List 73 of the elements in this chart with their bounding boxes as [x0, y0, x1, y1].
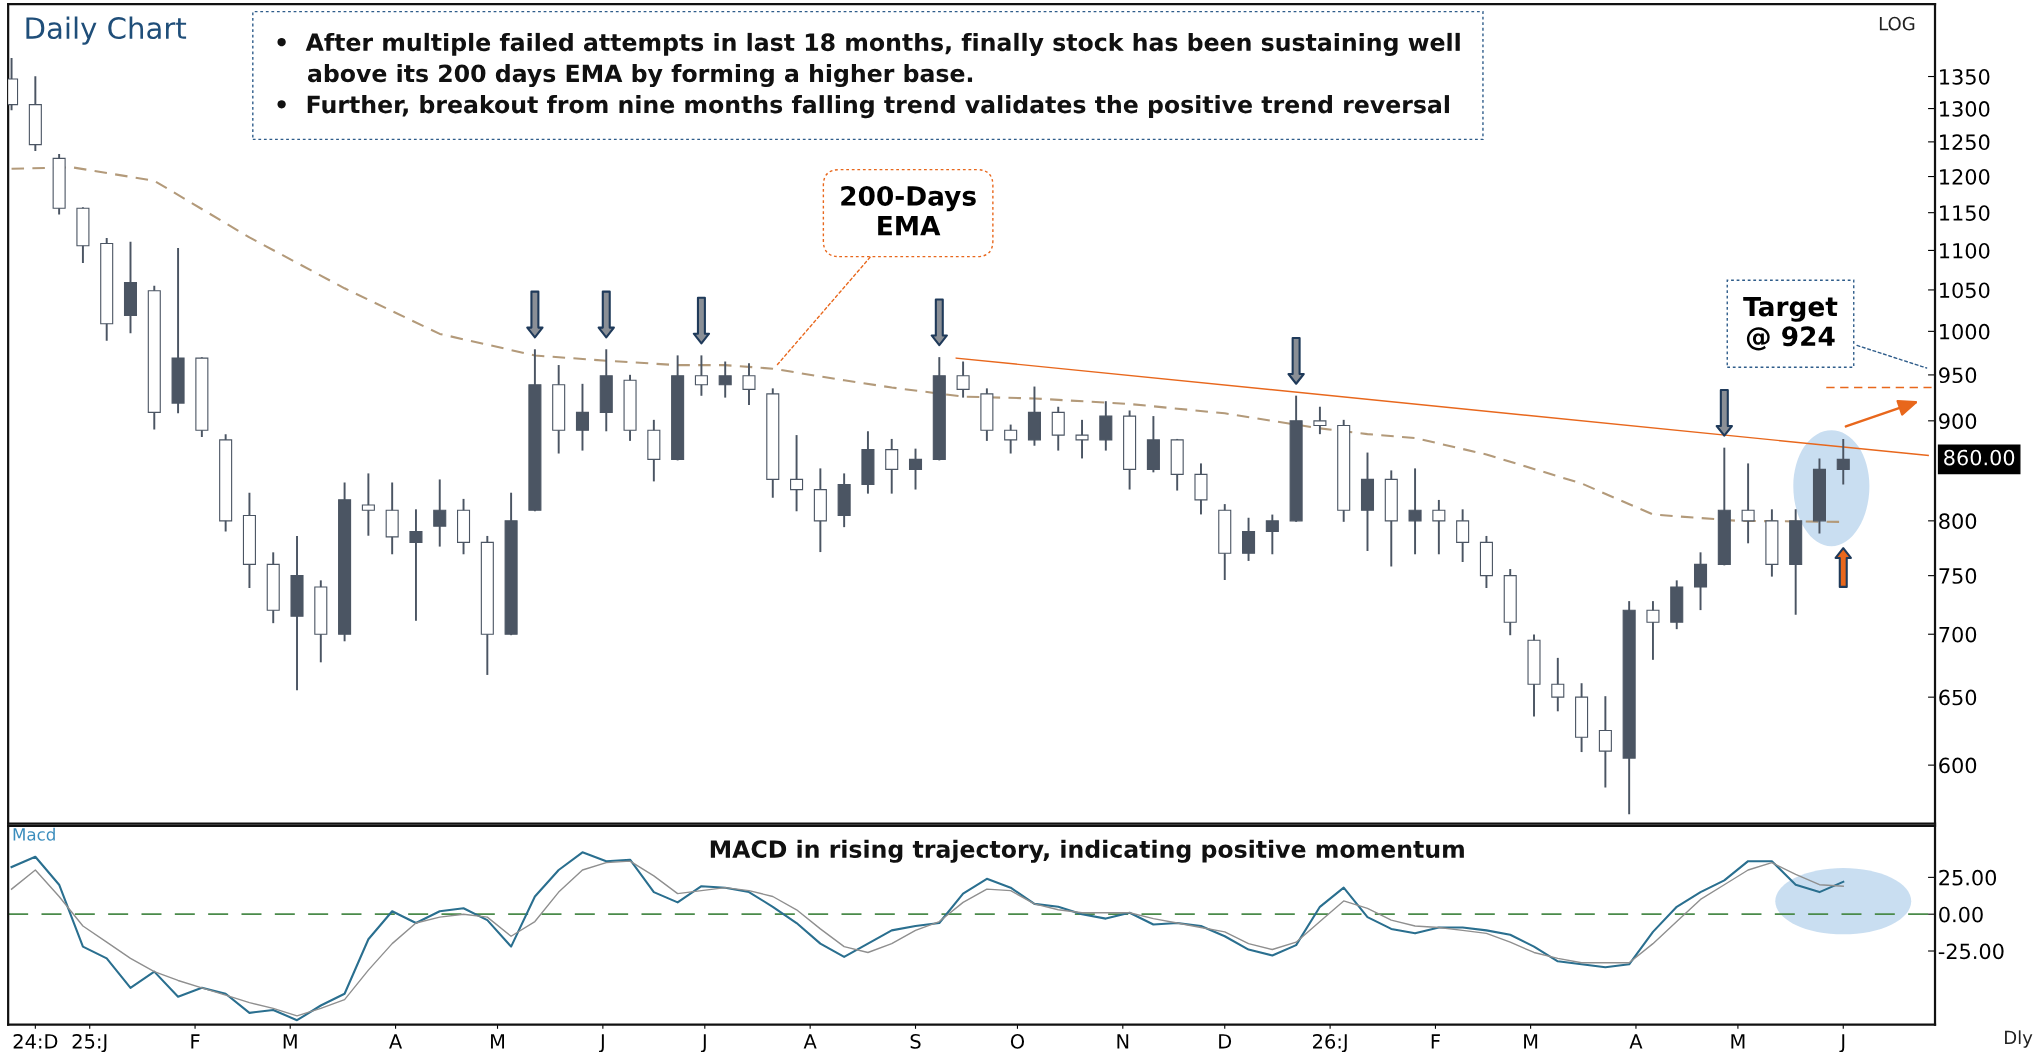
x-tick-label: M: [1731, 1034, 1745, 1049]
x-tick-label: N: [1117, 1034, 1129, 1049]
annotation: • After multiple failed attempts in last 18 months, finally stock has been sustaining well above its 200 days EMA by forming a higher base. • Further, breakout from nine months falling trend validates the positive trend reversal: [277, 32, 1460, 119]
candlestick: [742, 363, 756, 405]
x-tick-label: M: [283, 1034, 297, 1049]
candlestick: [1693, 552, 1708, 611]
candlestick: [1099, 401, 1113, 451]
x-tick-label: 26:J: [1313, 1034, 1347, 1052]
y-tick-label: 800: [1939, 513, 1977, 530]
x-tick-label: J: [598, 1034, 604, 1052]
annotation: LOG: [1879, 16, 1915, 31]
x-tick-label: 24:D: [13, 1034, 58, 1049]
candlestick: [956, 361, 970, 398]
candlestick: [1051, 406, 1065, 451]
candlestick: [718, 361, 732, 398]
text: 860.00: [1944, 449, 2015, 466]
candlestick: [790, 435, 804, 512]
x-tick-label: M: [1524, 1034, 1538, 1049]
y-tick-label: 750: [1939, 568, 1977, 584]
x-tick-label: D: [1219, 1034, 1232, 1049]
x-tick-label: J: [700, 1034, 706, 1052]
candlestick: [361, 473, 375, 536]
x-tick-label: A: [803, 1034, 817, 1049]
x-tick-label: F: [1431, 1034, 1440, 1049]
y-tick-label: 1250: [1940, 134, 1990, 151]
y-tick-label: 900: [1939, 413, 1977, 430]
y-tick-label: 1150: [1940, 205, 1990, 221]
y-tick-label: 950: [1939, 367, 1977, 384]
annotation: Target @ 924: [1743, 296, 1838, 351]
y-tick-label: 1000: [1940, 323, 1990, 340]
y-tick-label: 25.00: [1939, 869, 1997, 886]
x-tick-label: S: [910, 1034, 921, 1049]
candlestick: [1242, 517, 1256, 561]
x-tick-label: A: [1629, 1034, 1643, 1049]
candlestick: [908, 448, 923, 490]
candlestick: [1551, 657, 1565, 712]
y-tick-label: 0.00: [1939, 906, 1983, 923]
candlestick: [1004, 424, 1018, 454]
candlestick: [1836, 438, 1850, 485]
y-tick-label: 1050: [1940, 282, 1990, 299]
candlestick: [1741, 463, 1755, 544]
y-tick-label: 1200: [1940, 168, 1990, 185]
candlestick: [885, 438, 899, 494]
chart-title: Macd: [13, 827, 55, 841]
candlestick: [433, 479, 447, 547]
x-tick-label: A: [389, 1034, 403, 1049]
candlestick: [1456, 509, 1470, 563]
y-tick-label: 700: [1939, 626, 1977, 643]
candlestick: [694, 355, 708, 396]
y-tick-label: 650: [1939, 689, 1977, 706]
x-tick-label: J: [1839, 1034, 1845, 1052]
candlestick: [1265, 514, 1279, 555]
y-tick-label: 1100: [1940, 242, 1990, 259]
candlestick: [1313, 406, 1327, 435]
y-tick-label: 600: [1939, 757, 1977, 774]
x-tick-label: M: [491, 1034, 505, 1049]
text: Dly: [2005, 1030, 2033, 1048]
candlestick: [1432, 499, 1446, 555]
y-tick-label: 1300: [1940, 101, 1990, 117]
candlestick: [409, 509, 423, 621]
x-tick-label: F: [191, 1034, 200, 1049]
annotation: 200-Days EMA: [841, 185, 976, 236]
candlestick: [575, 383, 590, 451]
x-tick-label: 25:J: [72, 1034, 107, 1052]
candlestick: [1075, 419, 1089, 459]
x-tick-label: O: [1010, 1034, 1025, 1049]
y-tick-label: -25.00: [1938, 943, 2004, 960]
annotation: MACD in rising trajectory, indicating positive momentum: [710, 839, 1464, 863]
y-tick-label: 1350: [1940, 68, 1990, 85]
chart-title: Daily Chart: [26, 16, 187, 45]
candlestick: [1598, 696, 1612, 788]
candlestick: [1646, 601, 1660, 660]
candlestick: [1408, 468, 1422, 555]
